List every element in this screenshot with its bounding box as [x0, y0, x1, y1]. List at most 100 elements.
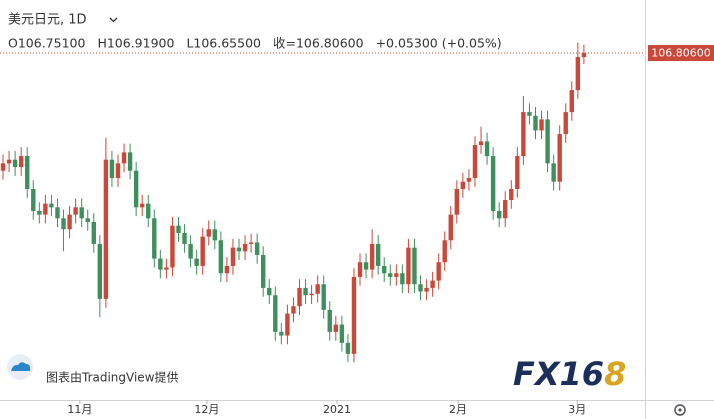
candle-body: [279, 331, 284, 336]
attribution: 图表由TradingView提供: [7, 354, 179, 385]
candle-body: [412, 247, 417, 285]
candle-body: [309, 293, 314, 296]
candle-body: [261, 254, 266, 288]
candle-body: [448, 214, 453, 241]
candle-body: [478, 141, 484, 146]
candle-body: [194, 258, 199, 266]
candle-body: [12, 159, 18, 168]
candle-body: [212, 229, 217, 241]
candle-body: [563, 112, 568, 135]
x-tick-label: 3月: [568, 403, 586, 416]
price-tag-label: 106.80600: [651, 47, 711, 60]
candle-body: [557, 134, 562, 182]
candle-body: [515, 156, 520, 190]
candle-body: [109, 159, 115, 179]
candle-body: [496, 210, 502, 219]
attribution-text: 图表由TradingView提供: [46, 370, 179, 385]
candle-body: [321, 284, 326, 310]
candle-body: [357, 262, 363, 277]
chart-title[interactable]: 美元日元, 1D: [8, 13, 87, 28]
candle-body: [170, 225, 175, 268]
x-tick-label: 11月: [67, 403, 92, 416]
candle-body: [133, 170, 139, 208]
candle-body: [218, 240, 224, 274]
candle-body: [527, 112, 532, 116]
candle-body: [539, 119, 544, 131]
candle-body: [442, 240, 447, 263]
attribution-cloud: [11, 362, 31, 371]
candle-body: [303, 287, 308, 296]
candle-body: [121, 152, 127, 164]
candle-body: [503, 200, 508, 219]
candle-body: [363, 262, 369, 270]
candle-body: [188, 243, 193, 259]
x-tick-label: 2021: [323, 403, 351, 416]
candle-body: [152, 218, 157, 259]
settings-gear-center[interactable]: [678, 408, 682, 412]
candle-body: [406, 247, 411, 285]
settings-icon[interactable]: [674, 404, 686, 416]
candle-body: [291, 306, 296, 314]
ohlc-value: L106.65500: [186, 36, 261, 51]
candle-body: [224, 265, 230, 274]
candle-body: [333, 324, 339, 332]
candle-body: [551, 163, 556, 182]
price-tag: [648, 45, 714, 62]
ohlc-value: 收=106.80600: [273, 36, 364, 51]
x-tick-label: 2月: [449, 403, 467, 416]
candle-body: [285, 313, 290, 336]
candle-body: [351, 276, 357, 354]
candle-body: [85, 218, 90, 222]
candle-body: [581, 53, 587, 58]
candle-body: [127, 152, 133, 171]
candle-body: [327, 309, 332, 332]
candle-body: [97, 243, 103, 299]
candle-body: [242, 243, 248, 252]
plot: [0, 42, 645, 404]
candle-body: [49, 203, 54, 208]
candle-body: [575, 57, 581, 91]
candle-body: [424, 287, 429, 292]
candle-body: [569, 90, 574, 113]
interval-chevron[interactable]: [109, 17, 118, 23]
candle-body: [472, 145, 478, 179]
candle-body: [254, 242, 260, 255]
candle-body: [115, 163, 121, 179]
candle-body: [509, 189, 514, 200]
candle-body: [466, 178, 472, 182]
candle-body: [158, 258, 163, 270]
candle-body: [521, 112, 526, 157]
candle-body: [73, 207, 78, 215]
candle-body: [267, 287, 272, 296]
candle-body: [103, 159, 109, 299]
candle-body: [0, 163, 6, 171]
candle-body: [55, 207, 60, 219]
x-tick-label: 12月: [194, 403, 219, 416]
logo-accent: 8: [604, 355, 626, 393]
ohlc-value: O106.75100: [8, 36, 85, 51]
candle-body: [545, 119, 550, 164]
candle-body: [146, 203, 151, 219]
candle-body: [454, 189, 460, 215]
ohlc-value: H106.91900: [97, 36, 174, 51]
candle-body: [79, 207, 84, 219]
candle-body: [369, 243, 375, 270]
candle-body: [273, 295, 278, 332]
candle-body: [139, 203, 145, 208]
candle-body: [37, 210, 42, 215]
candle-body: [236, 247, 242, 252]
logo-text: FX168: [513, 355, 626, 393]
candle-body: [91, 221, 96, 244]
candle-body: [388, 273, 393, 277]
candle-body: [484, 141, 490, 157]
candle-body: [31, 189, 36, 211]
candle-body: [382, 265, 387, 274]
candle-body: [297, 287, 302, 307]
settings-gear[interactable]: [674, 404, 686, 416]
candle-body: [345, 342, 351, 354]
candle-body: [248, 242, 254, 244]
ohlc-value: +0.05300 (+0.05%): [376, 36, 502, 51]
ohlc-legend: O106.75100 H106.91900 L106.65500 收=106.8060…: [8, 36, 502, 51]
